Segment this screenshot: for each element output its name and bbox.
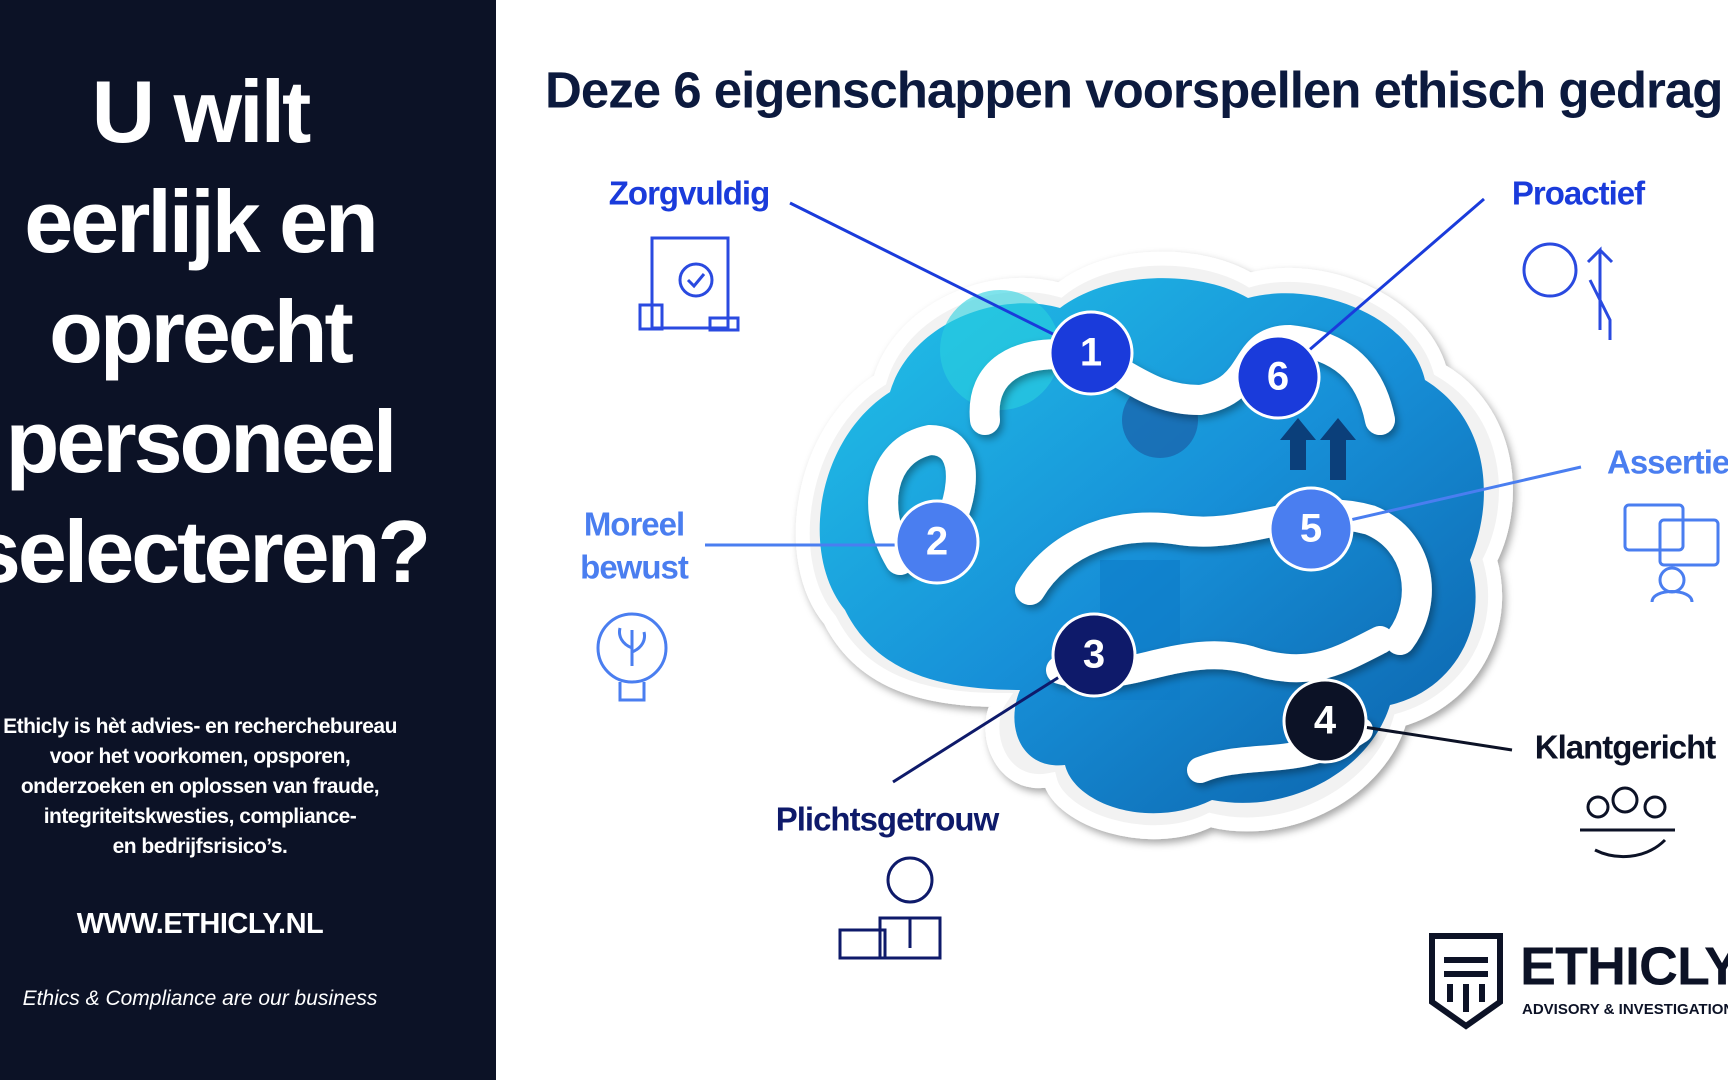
trait-labels: Zorgvuldig Moreel bewust Plichtsgetrouw Klan…	[580, 175, 1728, 838]
logo: ETHICLY ADVISORY & INVESTIGATIONS	[1429, 933, 1728, 1030]
logo-shield	[1444, 957, 1488, 1012]
trait-label: Plichtsgetrouw	[776, 801, 1000, 838]
trait-badges: 1 2 3 4 5 6	[894, 310, 1368, 764]
website[interactable]: WWW.ETHICLY.NL	[76, 908, 324, 940]
logo-shield	[1429, 933, 1503, 1030]
headline: eerlijk en	[24, 172, 379, 271]
trait-badge	[1051, 612, 1137, 698]
trait-label: Moreel	[584, 506, 684, 543]
logo-subtitle: ADVISORY & INVESTIGATIONS	[1522, 1001, 1728, 1018]
description: integriteitskwesties, compliance-	[43, 805, 357, 828]
left-panel: U wilt eerlijk en oprecht personeel sele…	[0, 0, 496, 1080]
description: en bedrijfsrisico’s.	[112, 835, 288, 858]
trait-label: Klantgericht	[1535, 729, 1717, 766]
main-title: Deze 6 eigenschappen voorspellen ethisch…	[545, 61, 1722, 118]
connector	[1310, 465, 1582, 531]
trait-label: Proactief	[1512, 175, 1646, 212]
trait-number: 5	[1300, 507, 1322, 551]
headline: personeel	[5, 392, 398, 491]
description: voor het voorkomen, opsporen,	[49, 745, 351, 768]
trait-number: 6	[1267, 355, 1289, 399]
icons	[596, 236, 1720, 960]
icon-team	[1580, 786, 1675, 859]
trait-label: Assertief	[1607, 444, 1728, 481]
trait-badge	[1282, 678, 1368, 764]
icon-chat	[1623, 503, 1720, 603]
trait-badge	[1235, 334, 1321, 420]
trait-number: 4	[1314, 699, 1337, 743]
tagline: Ethics & Compliance are our business	[22, 987, 378, 1010]
icon-proactive	[1522, 242, 1614, 340]
description: onderzoeken en oplossen van fraude,	[20, 775, 380, 798]
icon-document	[638, 236, 740, 332]
trait-number: 3	[1083, 633, 1105, 677]
logo-name: ETHICLY	[1520, 936, 1728, 996]
icon-bulb	[596, 612, 668, 702]
icon-worker	[838, 856, 942, 960]
connector	[789, 201, 1092, 355]
trait-badge	[1048, 310, 1134, 396]
trait-number: 1	[1080, 331, 1102, 375]
trait-label: bewust	[580, 549, 689, 586]
trait-badge	[894, 499, 980, 585]
connector	[1277, 197, 1485, 379]
headline: U wilt	[91, 62, 312, 161]
trait-badge	[1268, 486, 1354, 572]
trait-number: 2	[926, 520, 948, 564]
headline: selecteren?	[0, 502, 431, 601]
trait-label: Zorgvuldig	[609, 175, 769, 212]
description: Ethicly is hèt advies- en rechercheburea…	[3, 715, 397, 738]
headline: oprecht	[49, 282, 354, 381]
